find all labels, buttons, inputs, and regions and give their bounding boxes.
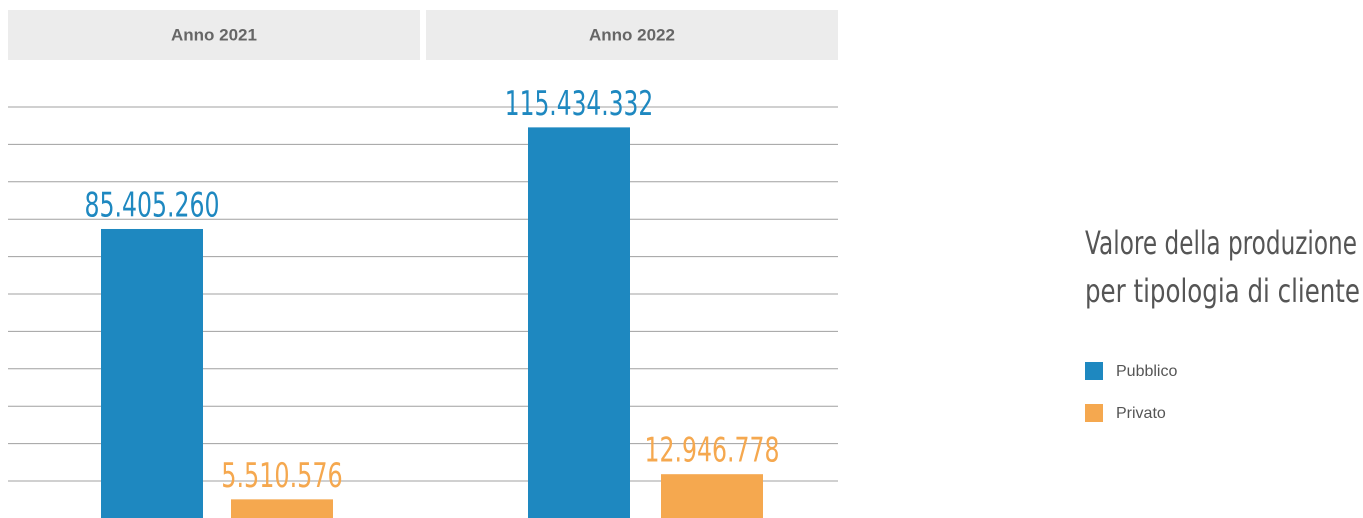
bar	[231, 499, 333, 518]
value-label: 12.946.778	[645, 431, 780, 471]
bar	[528, 127, 630, 518]
x-tick-label: Anno 2021	[171, 25, 257, 44]
header-cell	[426, 10, 838, 60]
value-label: 5.510.576	[221, 456, 343, 496]
x-tick-label: Anno 2022	[589, 25, 675, 44]
bar	[101, 228, 203, 518]
chart-title: per tipologia di cliente	[1085, 272, 1360, 310]
legend-label: Privato	[1116, 405, 1166, 422]
chart-title: Valore della produzione	[1085, 224, 1357, 262]
legend-swatch	[1085, 404, 1103, 422]
bar	[661, 474, 763, 518]
header-cell	[8, 10, 420, 60]
legend-swatch	[1085, 362, 1103, 380]
value-label: 115.434.332	[505, 84, 654, 124]
legend-label: Pubblico	[1116, 363, 1177, 380]
value-label: 85.405.260	[85, 185, 220, 225]
